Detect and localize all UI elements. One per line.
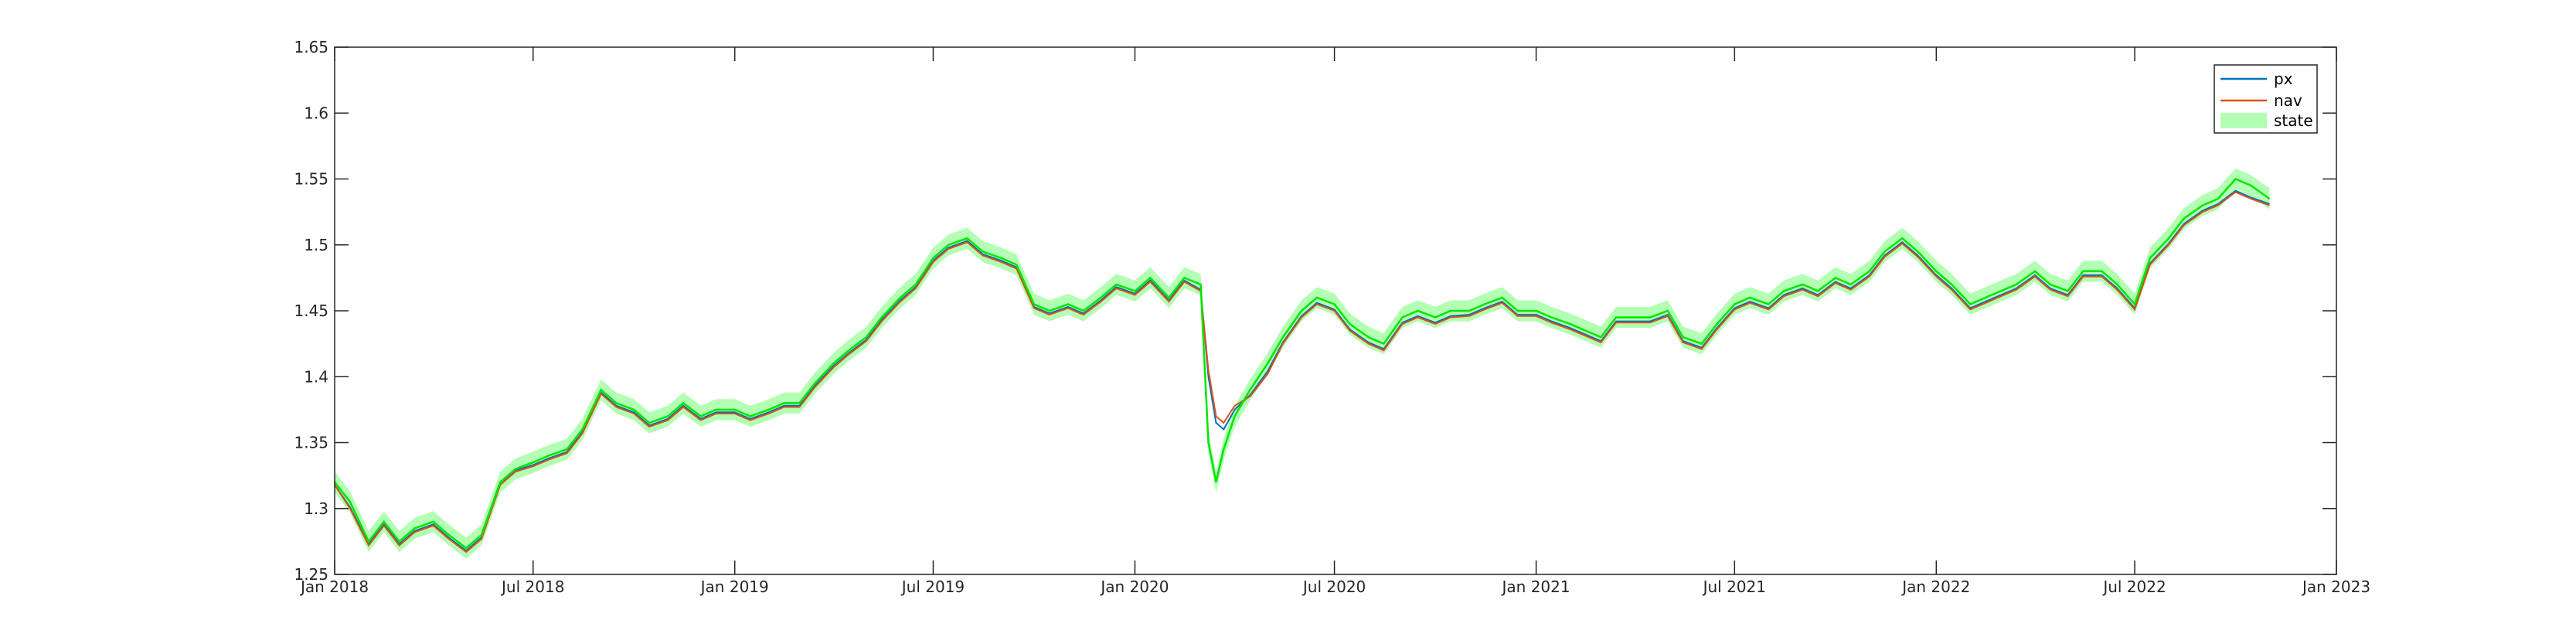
x-tick-label: Jan 2020 [1099,578,1169,596]
y-tick-label: 1.4 [304,367,328,386]
y-tick-label: 1.65 [294,38,328,56]
x-tick-label: Jul 2021 [1702,578,1766,596]
legend-label-px: px [2274,70,2293,88]
legend-label-state: state [2274,111,2313,130]
legend-swatch-state [2220,113,2267,128]
series-line-state [334,177,2271,550]
series-line-nav [334,191,2270,554]
y-axis: 1.25 1.3 1.35 1.4 1.45 1.5 1.55 1.6 1.65 [294,38,2336,584]
y-tick-label: 1.3 [304,499,328,518]
x-tick-label: Jan 2018 [299,578,369,596]
x-tick-label: Jan 2022 [1901,578,1970,596]
x-tick-label: Jan 2021 [1501,578,1570,596]
x-tick-label: Jul 2018 [500,578,564,596]
x-tick-label: Jan 2023 [2301,578,2370,596]
series-layer [334,168,2271,559]
legend-label-nav: nav [2274,91,2302,110]
x-tick-label: Jan 2019 [699,578,769,596]
y-tick-label: 1.5 [304,236,328,254]
y-tick-label: 1.6 [304,104,328,122]
x-axis: Jan 2018 Jul 2018 Jan 2019 Jul 2019 Jan 2020… [299,47,2370,596]
x-tick-label: Jul 2020 [1302,578,1366,596]
y-tick-label: 1.35 [294,434,328,452]
y-tick-label: 1.45 [294,302,328,320]
legend: px nav state [2214,64,2318,134]
x-tick-label: Jul 2019 [900,578,965,596]
y-tick-label: 1.55 [294,170,328,189]
x-tick-label: Jul 2022 [2101,578,2166,596]
y-tick-label: 1.25 [294,565,328,584]
